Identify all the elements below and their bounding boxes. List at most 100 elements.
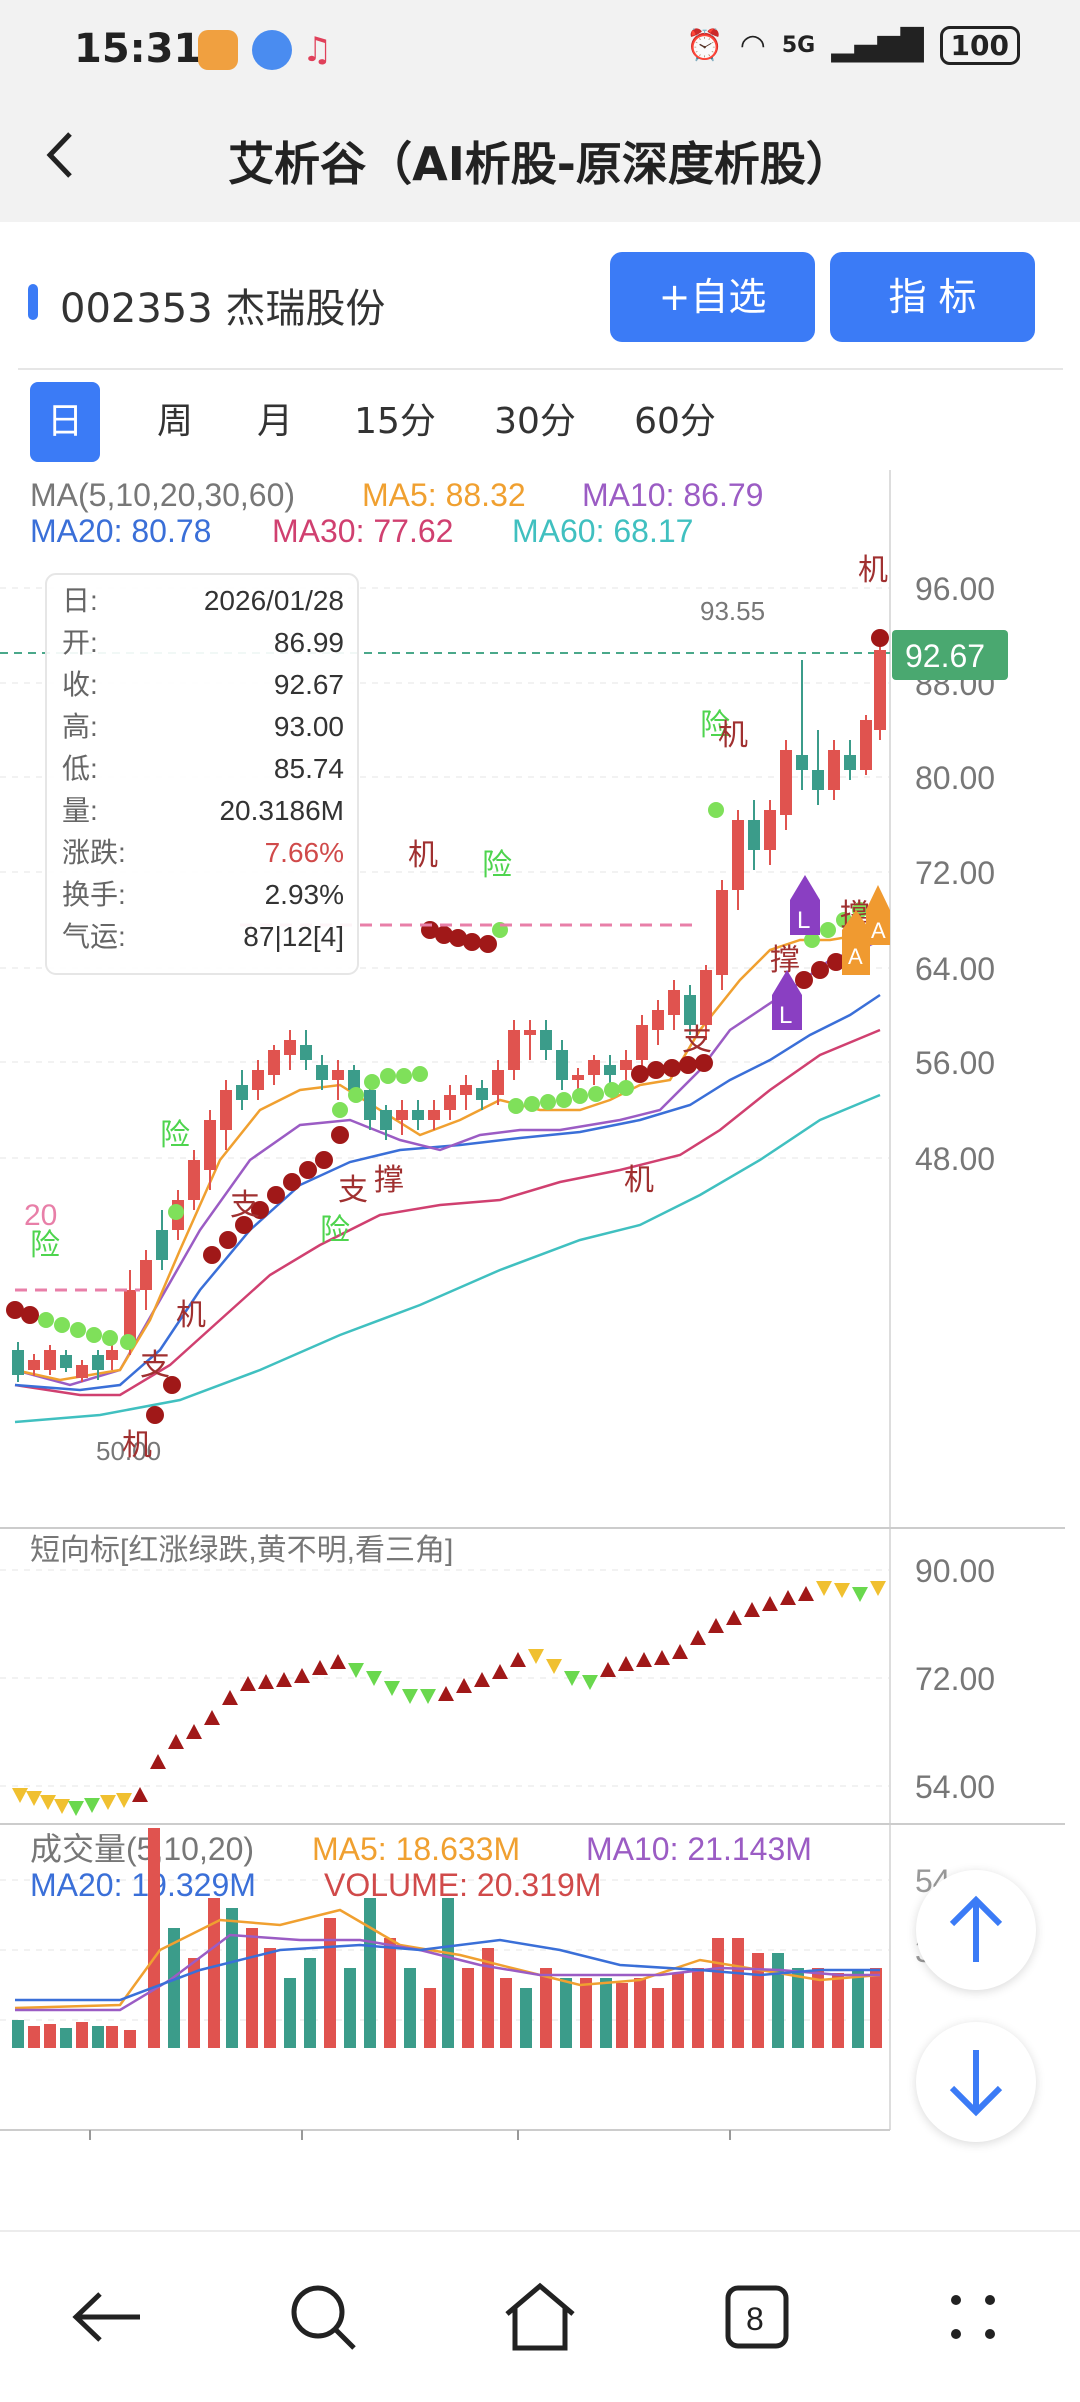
candle-body xyxy=(668,990,680,1015)
tooltip-value: 92.67 xyxy=(274,669,344,700)
arrow-up-icon xyxy=(949,1895,1003,1962)
volume-bar xyxy=(852,1970,864,2048)
tooltip-key: 开: xyxy=(62,627,98,658)
signal-dot-red xyxy=(283,1173,301,1191)
short-indicator-triangle xyxy=(204,1710,220,1725)
volume-bar xyxy=(732,1938,744,2048)
back-icon[interactable] xyxy=(36,120,96,190)
volume-bar xyxy=(124,2030,136,2048)
signal-dot-green xyxy=(168,1204,184,1220)
tab-60min[interactable]: 60分 xyxy=(634,401,716,442)
candle-body xyxy=(444,1095,456,1110)
signal-dot-green xyxy=(380,1068,396,1084)
candle-body xyxy=(812,770,824,790)
chart-area[interactable]: MA(5,10,20,30,60) MA5: 88.32 MA10: 86.79… xyxy=(0,470,1080,2187)
short-indicator-triangle xyxy=(12,1788,28,1803)
signal-dot-red xyxy=(463,933,481,951)
svg-text:8: 8 xyxy=(746,2301,764,2337)
volume-bar xyxy=(832,1973,844,2048)
short-indicator-triangle xyxy=(258,1674,274,1689)
candle-body xyxy=(844,755,856,770)
short-indicator-triangle xyxy=(582,1675,598,1690)
signal-dot-red xyxy=(827,953,845,971)
signal-cheng-1: 撑 xyxy=(374,1164,404,1197)
date-axis: 11-252025-1212-292026 xyxy=(50,2130,766,2187)
signal-dot-green xyxy=(604,1082,620,1098)
volume-bar xyxy=(812,1968,824,2048)
ma60-line xyxy=(14,1093,881,1424)
zoom-out-button[interactable] xyxy=(916,2022,1036,2142)
signal-ji-5: 机 xyxy=(122,1429,152,1462)
short-indicator-triangle xyxy=(618,1656,634,1671)
volume-bar xyxy=(384,1938,396,2048)
home-icon[interactable] xyxy=(495,2272,585,2362)
svg-text:L: L xyxy=(797,907,810,934)
indicator-button[interactable]: 指 标 xyxy=(830,252,1035,342)
candle-body xyxy=(156,1230,168,1260)
volume-bar xyxy=(634,1978,646,2048)
volume-bar xyxy=(344,1968,356,2048)
candle-body xyxy=(492,1070,504,1095)
bottom-navigation: 8 xyxy=(0,2230,1080,2402)
candle-body xyxy=(348,1070,360,1090)
short-axis-tick: 90.00 xyxy=(915,1553,995,1589)
signal-zhi-2: 支 xyxy=(338,1174,368,1207)
volume-bar xyxy=(792,1968,804,2048)
ma30-legend: MA30: 77.62 xyxy=(272,513,453,549)
short-indicator-triangle xyxy=(84,1798,100,1813)
volume-bar xyxy=(500,1978,512,2048)
volume-bar xyxy=(44,2024,56,2048)
add-watchlist-button[interactable]: +自选 xyxy=(610,252,815,342)
signal-ji-1: 机 xyxy=(408,839,438,872)
candle-body xyxy=(28,1360,40,1370)
volume-bar xyxy=(692,1968,704,2048)
volume-value-legend: VOLUME: 20.319M xyxy=(324,1867,601,1903)
volume-bar xyxy=(168,1928,180,2048)
short-indicator-triangle xyxy=(186,1724,202,1739)
candle-body xyxy=(732,820,744,890)
candle-body xyxy=(316,1065,328,1080)
more-icon[interactable] xyxy=(928,2272,1018,2362)
signal-dot-green xyxy=(102,1330,118,1346)
short-indicator-triangle xyxy=(402,1689,418,1704)
candle-body xyxy=(860,720,872,770)
short-indicator-triangle xyxy=(132,1787,148,1802)
tab-15min[interactable]: 15分 xyxy=(354,401,436,442)
tab-30min[interactable]: 30分 xyxy=(494,401,576,442)
zoom-in-button[interactable] xyxy=(916,1870,1036,1990)
tab-day[interactable]: 日 xyxy=(30,382,100,462)
signal-zhi-1: 支 xyxy=(230,1189,260,1222)
signal-dot-red xyxy=(331,1126,349,1144)
back-arrow-icon[interactable] xyxy=(62,2272,152,2362)
short-indicator-triangle xyxy=(438,1686,454,1701)
candle-body xyxy=(396,1110,408,1120)
candle-body xyxy=(700,970,712,1025)
candle-body xyxy=(188,1160,200,1200)
price-tick: 64.00 xyxy=(915,951,995,987)
kline-chart[interactable]: MA(5,10,20,30,60) MA5: 88.32 MA10: 86.79… xyxy=(0,470,1080,2187)
tabs-count-icon[interactable]: 8 xyxy=(712,2272,802,2362)
search-icon[interactable] xyxy=(278,2272,368,2362)
candle-body xyxy=(332,1070,344,1080)
signal-dot-red xyxy=(21,1306,39,1324)
volume-bar xyxy=(462,1968,474,2048)
short-indicator-triangle xyxy=(816,1581,832,1596)
stock-code-name: 002353 杰瑞股份 xyxy=(60,286,386,332)
short-indicator-triangle xyxy=(40,1795,56,1810)
signal-dot-red xyxy=(871,629,889,647)
tab-week[interactable]: 周 xyxy=(156,401,193,442)
short-indicator-label: 短向标[红涨绿跌,黄不明,看三角] xyxy=(30,1534,453,1567)
tab-month[interactable]: 月 xyxy=(256,401,293,442)
candle-body xyxy=(92,1355,104,1370)
short-indicator-triangle xyxy=(564,1671,580,1686)
short-indicator-triangle xyxy=(100,1795,116,1810)
current-price-tag xyxy=(892,630,1008,680)
volume-bar xyxy=(404,1968,416,2048)
signal-dot-red xyxy=(203,1246,221,1264)
signal-dot-green xyxy=(556,1092,572,1108)
candle-body xyxy=(764,810,776,850)
volume-bar xyxy=(148,1828,160,2048)
signal-ji-6: 机 xyxy=(624,1164,654,1197)
svg-text:A: A xyxy=(871,918,886,943)
